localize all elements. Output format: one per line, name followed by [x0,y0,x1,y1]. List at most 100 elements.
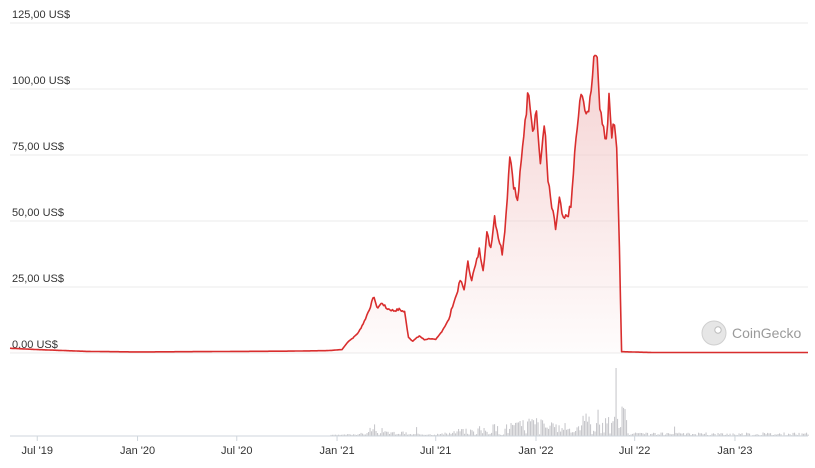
volume-bar [779,433,781,436]
volume-bar [357,434,359,436]
volume-bar [338,434,340,436]
volume-bar [566,429,568,436]
volume-bar [455,433,457,436]
y-tick-label: 125,00 US$ [12,9,70,21]
volume-bar [371,431,373,436]
volume-bar [762,432,764,436]
volume-bar [423,434,425,436]
volume-bar [360,432,362,436]
volume-bar [345,434,347,436]
volume-bar [594,431,596,436]
volume-bar [560,431,562,436]
volume-bar [530,421,532,436]
volume-bar [671,434,673,436]
volume-bar [620,427,622,436]
volume-bar [705,432,707,436]
volume-bar [609,433,611,436]
volume-bar [633,433,635,436]
volume-bar [480,430,482,436]
volume-bar [563,429,565,436]
volume-bar [590,424,592,436]
volume-bar [729,433,731,436]
volume-bar [341,434,343,436]
volume-bar [342,434,344,436]
volume-bar [801,433,803,436]
x-tick-label: Jan '20 [120,445,155,457]
volume-bar [537,422,539,436]
volume-bar [611,422,613,436]
volume-bar [569,428,571,436]
volume-bar [653,432,655,436]
volume-bar [738,433,740,436]
volume-bar [510,423,512,436]
volume-bar [533,420,535,436]
volume-bar [768,433,770,436]
volume-bar [711,433,713,436]
volume-bar [512,424,514,436]
volume-bar [458,429,460,436]
volume-bar [384,431,386,436]
volume-bar [522,420,524,436]
volume-bar [456,431,458,436]
volume-bar [647,432,649,436]
volume-bar [387,431,389,436]
volume-bar [528,418,530,436]
volume-bar [740,434,742,436]
volume-bar [683,433,685,436]
volume-bar [755,434,757,436]
volume-bar [638,433,640,436]
volume-bar [681,433,683,436]
volume-bar [407,434,409,436]
volume-bar [698,432,700,436]
volume-bar [542,420,544,436]
volume-bar [713,433,715,436]
volume-bar [669,433,671,436]
volume-bar [552,423,554,436]
volume-bars [330,368,809,436]
volume-bar [570,432,572,436]
volume-bar [722,433,724,436]
volume-bar [765,434,767,436]
volume-bar [725,434,727,436]
volume-bar [756,434,758,436]
volume-bar [402,431,404,436]
volume-bar [803,433,805,436]
volume-bar [657,434,659,436]
volume-bar [572,432,574,436]
volume-bar [798,432,800,436]
volume-bar [386,431,388,436]
volume-bar [734,434,736,436]
volume-bar [545,427,547,436]
volume-bar [470,429,472,436]
volume-bar [788,433,790,436]
watermark-text: CoinGecko [732,325,801,341]
volume-bar [641,433,643,436]
volume-bar [806,432,808,436]
volume-bar [437,433,439,436]
volume-bar [600,433,602,436]
volume-bar [392,432,394,436]
volume-bar [428,434,430,436]
volume-bar [450,433,452,436]
volume-bar [467,433,469,436]
volume-bar [783,432,785,436]
volume-bar [626,420,628,436]
volume-bar [689,433,691,436]
volume-bar [699,433,701,436]
volume-bar [380,433,382,436]
volume-bar [546,427,548,436]
volume-bar [503,434,505,436]
volume-bar [621,406,623,436]
grid-lines [10,22,808,354]
volume-bar [666,433,668,436]
volume-bar [513,425,515,436]
volume-bar [443,434,445,436]
volume-bar [350,434,352,436]
volume-bar [561,428,563,436]
volume-bar [500,434,502,436]
volume-bar [579,430,581,436]
volume-bar [624,409,626,436]
y-tick-label: 75,00 US$ [12,141,64,153]
volume-bar [515,422,517,436]
volume-bar [764,433,766,436]
